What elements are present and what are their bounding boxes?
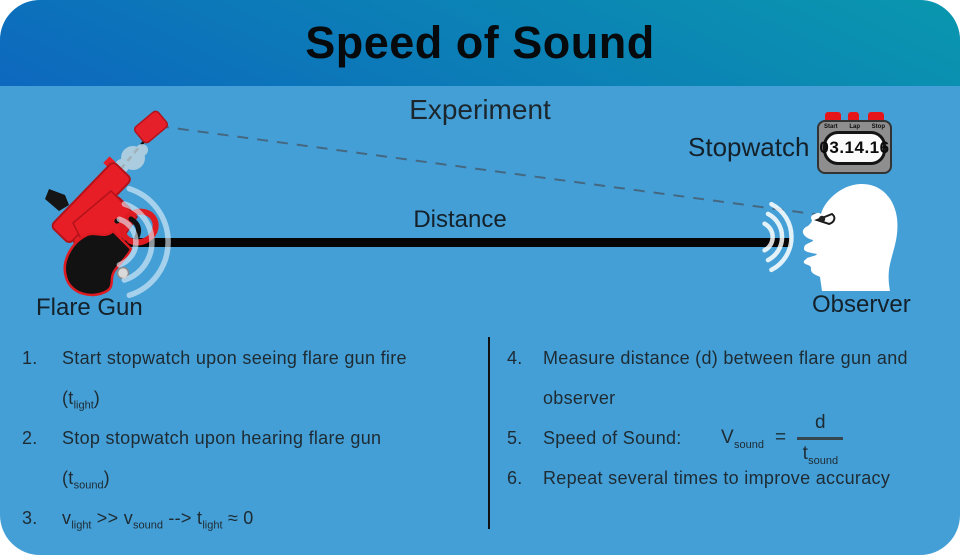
flare-gun-label: Flare Gun	[36, 294, 143, 321]
formula-equals: =	[774, 427, 787, 448]
flare-projectile	[133, 110, 169, 144]
flare-gun-icon	[45, 110, 171, 299]
step-item: 1. Start stopwatch upon seeing flare gun …	[22, 338, 484, 418]
trigger-guard	[119, 208, 159, 246]
step-number: 5.	[507, 428, 523, 448]
step-line: (tsound)	[62, 468, 110, 492]
step-number: 4.	[507, 348, 523, 368]
formula-lhs: Vsound	[721, 427, 764, 451]
title-banner: Speed of Sound	[0, 0, 960, 86]
step-line: observer	[543, 388, 616, 408]
step-line: (tlight)	[62, 388, 101, 412]
step-item: 5. Speed of Sound: Vsound = d tsound	[507, 413, 955, 466]
formula-fraction: d tsound	[797, 412, 844, 467]
stopwatch-icon: Start Lap Stop 03.14.16	[817, 112, 892, 174]
page-title: Speed of Sound	[305, 17, 655, 68]
speed-of-sound-formula: Vsound = d tsound	[721, 412, 844, 467]
gun-grip	[63, 229, 133, 297]
observer-eye-icon	[814, 212, 836, 226]
stopwatch-button-cap	[825, 112, 841, 122]
step-item: 3. vlight >> vsound --> tlight ≈ 0	[22, 498, 484, 538]
observer-head-icon	[762, 183, 898, 291]
gun-hammer	[45, 189, 69, 211]
step-item: 4. Measure distance (d) between flare gun…	[507, 338, 955, 418]
stopwatch-start-label: Start	[824, 124, 838, 130]
column-divider	[488, 337, 490, 529]
step-line: vlight >> vsound --> tlight ≈ 0	[62, 508, 254, 532]
observer-label: Observer	[812, 291, 911, 318]
formula-fraction-bar	[797, 437, 844, 440]
subtitle: Experiment	[409, 94, 551, 125]
step-number: 2.	[22, 428, 38, 448]
observer-sound-waves	[762, 201, 794, 273]
step-number: 1.	[22, 348, 38, 368]
stopwatch-lap-label: Lap	[849, 124, 860, 130]
instructions-right-column: 4. Measure distance (d) between flare gun…	[507, 338, 955, 498]
stopwatch-display: 03.14.16	[819, 131, 889, 165]
step-line: Repeat several times to improve accuracy	[543, 468, 891, 488]
step-line: Start stopwatch upon seeing flare gun fi…	[62, 348, 407, 368]
step-line: Speed of Sound: Vsound = d tsound	[543, 413, 955, 466]
stopwatch-button-labels: Start Lap Stop	[819, 122, 890, 130]
formula-numerator: d	[814, 412, 826, 433]
step-item: 2. Stop stopwatch upon hearing flare gun (…	[22, 418, 484, 498]
step-number: 6.	[507, 468, 523, 488]
gun-sound-waves	[116, 185, 171, 299]
stopwatch-button-cap	[868, 112, 884, 122]
instructions-left-column: 1. Start stopwatch upon seeing flare gun …	[22, 338, 484, 538]
stopwatch-label: Stopwatch	[688, 132, 810, 162]
step-item: 6. Repeat several times to improve accura…	[507, 458, 955, 498]
observer-head-silhouette	[802, 183, 898, 291]
step-line: Stop stopwatch upon hearing flare gun	[62, 428, 382, 448]
step-line: Measure distance (d) between flare gun a…	[543, 348, 908, 368]
step-number: 3.	[22, 508, 38, 528]
stopwatch-stop-label: Stop	[871, 124, 885, 130]
distance-line	[112, 238, 790, 247]
stopwatch-body: Start Lap Stop 03.14.16	[817, 120, 892, 174]
formula-denominator: tsound	[802, 443, 839, 467]
stopwatch-button-cap	[848, 112, 859, 122]
distance-label: Distance	[413, 206, 507, 233]
